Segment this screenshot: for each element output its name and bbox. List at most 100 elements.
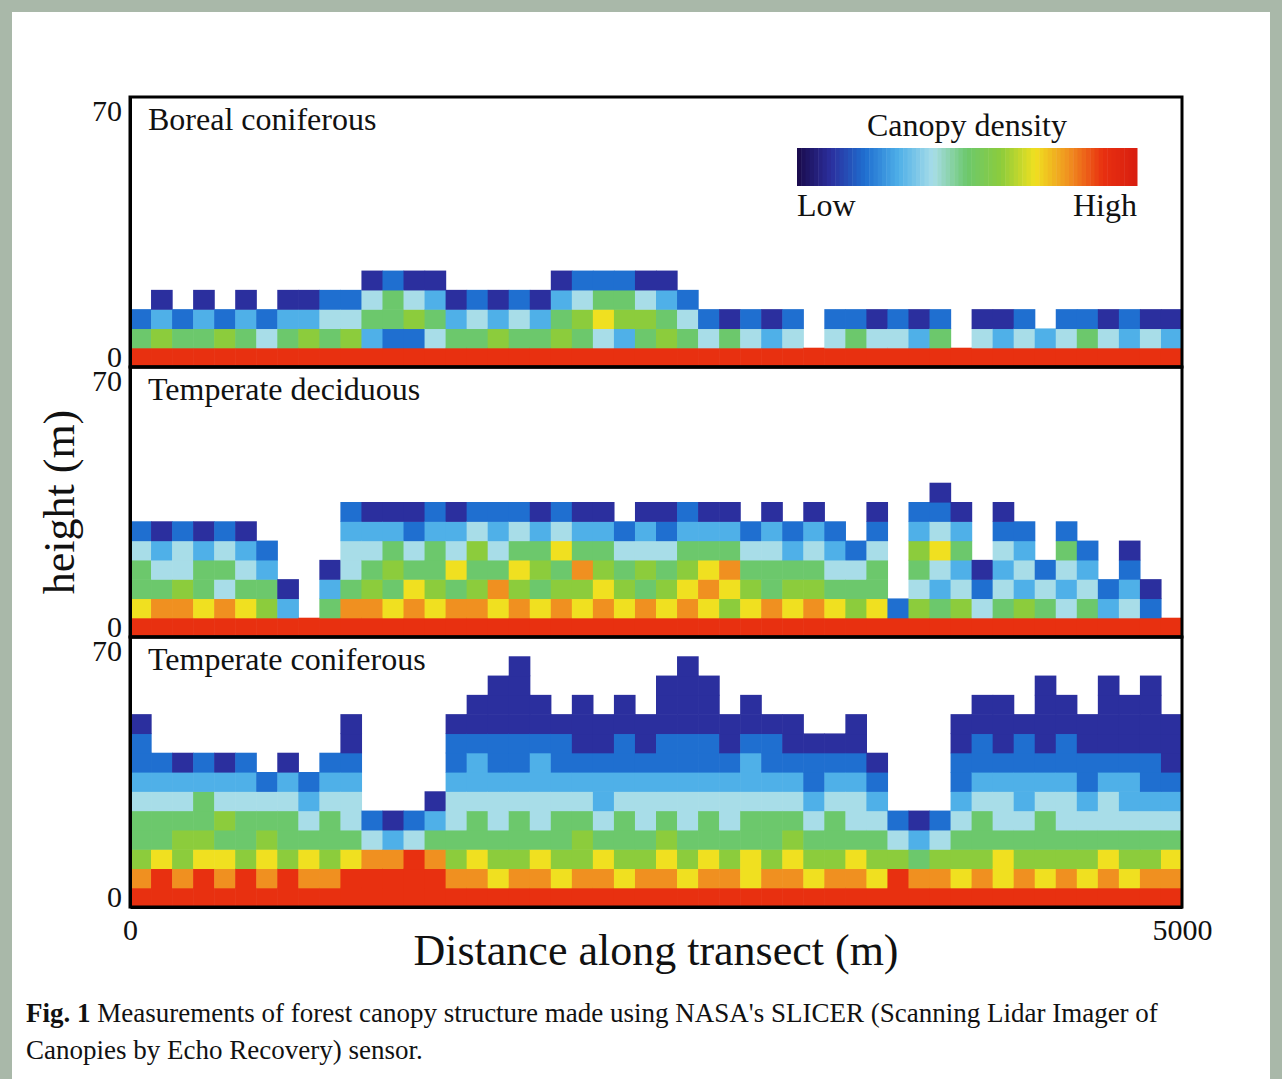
heatmap-cell	[193, 888, 215, 907]
heatmap-cell	[698, 521, 720, 541]
colorbar-swatch	[827, 148, 832, 186]
heatmap-cell	[488, 598, 510, 618]
heatmap-cell	[572, 753, 594, 773]
heatmap-cell	[488, 772, 510, 792]
heatmap-cell	[782, 830, 804, 850]
heatmap-cell	[972, 849, 994, 869]
heatmap-cell	[382, 811, 404, 831]
heatmap-cell	[235, 772, 257, 792]
heatmap-cell	[488, 579, 510, 599]
heatmap-cell	[719, 521, 741, 541]
heatmap-cell	[761, 579, 783, 599]
heatmap-cell	[614, 598, 636, 618]
heatmap-cell	[256, 579, 278, 599]
heatmap-cell	[172, 560, 194, 580]
heatmap-cell	[382, 830, 404, 850]
heatmap-cell	[908, 830, 930, 850]
heatmap-cell	[151, 560, 173, 580]
heatmap-cell	[172, 888, 194, 907]
colorbar-swatch	[840, 148, 845, 186]
heatmap-cell	[614, 830, 636, 850]
heatmap-cell	[1014, 598, 1036, 618]
heatmap-cell	[151, 579, 173, 599]
heatmap-cell	[782, 733, 804, 753]
heatmap-cell	[930, 348, 952, 367]
heatmap-cell	[698, 348, 720, 367]
heatmap-cell	[1098, 888, 1120, 907]
heatmap-cell	[866, 753, 888, 773]
heatmap-cell	[130, 328, 152, 348]
heatmap-cell	[404, 888, 426, 907]
colorbar-swatch	[1107, 148, 1112, 186]
heatmap-cell	[1014, 753, 1036, 773]
heatmap-cell	[172, 811, 194, 831]
heatmap-cell	[1098, 811, 1120, 831]
heatmap-cell	[1140, 772, 1162, 792]
heatmap-cell	[298, 888, 320, 907]
heatmap-cell	[887, 849, 909, 869]
heatmap-cell	[1098, 328, 1120, 348]
heatmap-cell	[319, 830, 341, 850]
heatmap-cell	[866, 618, 888, 637]
heatmap-cell	[845, 753, 867, 773]
heatmap-cell	[656, 830, 678, 850]
heatmap-cell	[340, 560, 362, 580]
heatmap-cell	[277, 868, 299, 888]
heatmap-cell	[340, 348, 362, 367]
heatmap-cell	[277, 328, 299, 348]
colorbar-swatch	[925, 148, 930, 186]
heatmap-cell	[719, 733, 741, 753]
heatmap-cell	[340, 290, 362, 310]
heatmap-cell	[993, 521, 1015, 541]
heatmap-cell	[572, 309, 594, 329]
heatmap-cell	[782, 541, 804, 561]
heatmap-cell	[488, 348, 510, 367]
colorbar-swatch	[971, 148, 976, 186]
heatmap-cell	[698, 888, 720, 907]
heatmap-cell	[951, 598, 973, 618]
heatmap-cell	[803, 598, 825, 618]
heatmap-cell	[551, 290, 573, 310]
heatmap-cell	[1035, 753, 1057, 773]
colorbar-swatch	[1061, 148, 1066, 186]
heatmap-cell	[467, 733, 489, 753]
heatmap-cell	[719, 579, 741, 599]
heatmap-cell	[172, 618, 194, 637]
heatmap-cell	[908, 309, 930, 329]
heatmap-cell	[930, 521, 952, 541]
heatmap-cell	[656, 811, 678, 831]
heatmap-cell	[593, 502, 615, 522]
heatmap-cell	[635, 849, 657, 869]
heatmap-cell	[803, 811, 825, 831]
heatmap-cell	[446, 733, 468, 753]
heatmap-cell	[698, 811, 720, 831]
heatmap-cell	[340, 830, 362, 850]
heatmap-cell	[803, 733, 825, 753]
heatmap-cell	[551, 328, 573, 348]
heatmap-cell	[845, 309, 867, 329]
heatmap-cell	[425, 618, 447, 637]
colorbar-swatch	[1112, 148, 1117, 186]
colorbar-swatch	[1116, 148, 1121, 186]
heatmap-cell	[1119, 849, 1141, 869]
panel-frame	[130, 637, 1182, 907]
heatmap-cell	[382, 579, 404, 599]
heatmap-cell	[782, 753, 804, 773]
colorbar-swatch	[1120, 148, 1125, 186]
heatmap-cell	[340, 618, 362, 637]
heatmap-cell	[277, 811, 299, 831]
heatmap-cell	[172, 791, 194, 811]
y-axis: 070	[92, 364, 131, 643]
y-tick-label: 70	[92, 634, 122, 667]
heatmap-cell	[993, 849, 1015, 869]
heatmap-cell	[593, 753, 615, 773]
heatmap-cell	[824, 560, 846, 580]
heatmap-cell	[803, 753, 825, 773]
heatmap-cell	[656, 271, 678, 291]
heatmap-cell	[530, 695, 552, 715]
heatmap-cell	[193, 348, 215, 367]
heatmap-cell	[803, 560, 825, 580]
heatmap-cell	[530, 541, 552, 561]
colorbar-swatch	[1005, 148, 1010, 186]
colorbar-swatch	[903, 148, 908, 186]
